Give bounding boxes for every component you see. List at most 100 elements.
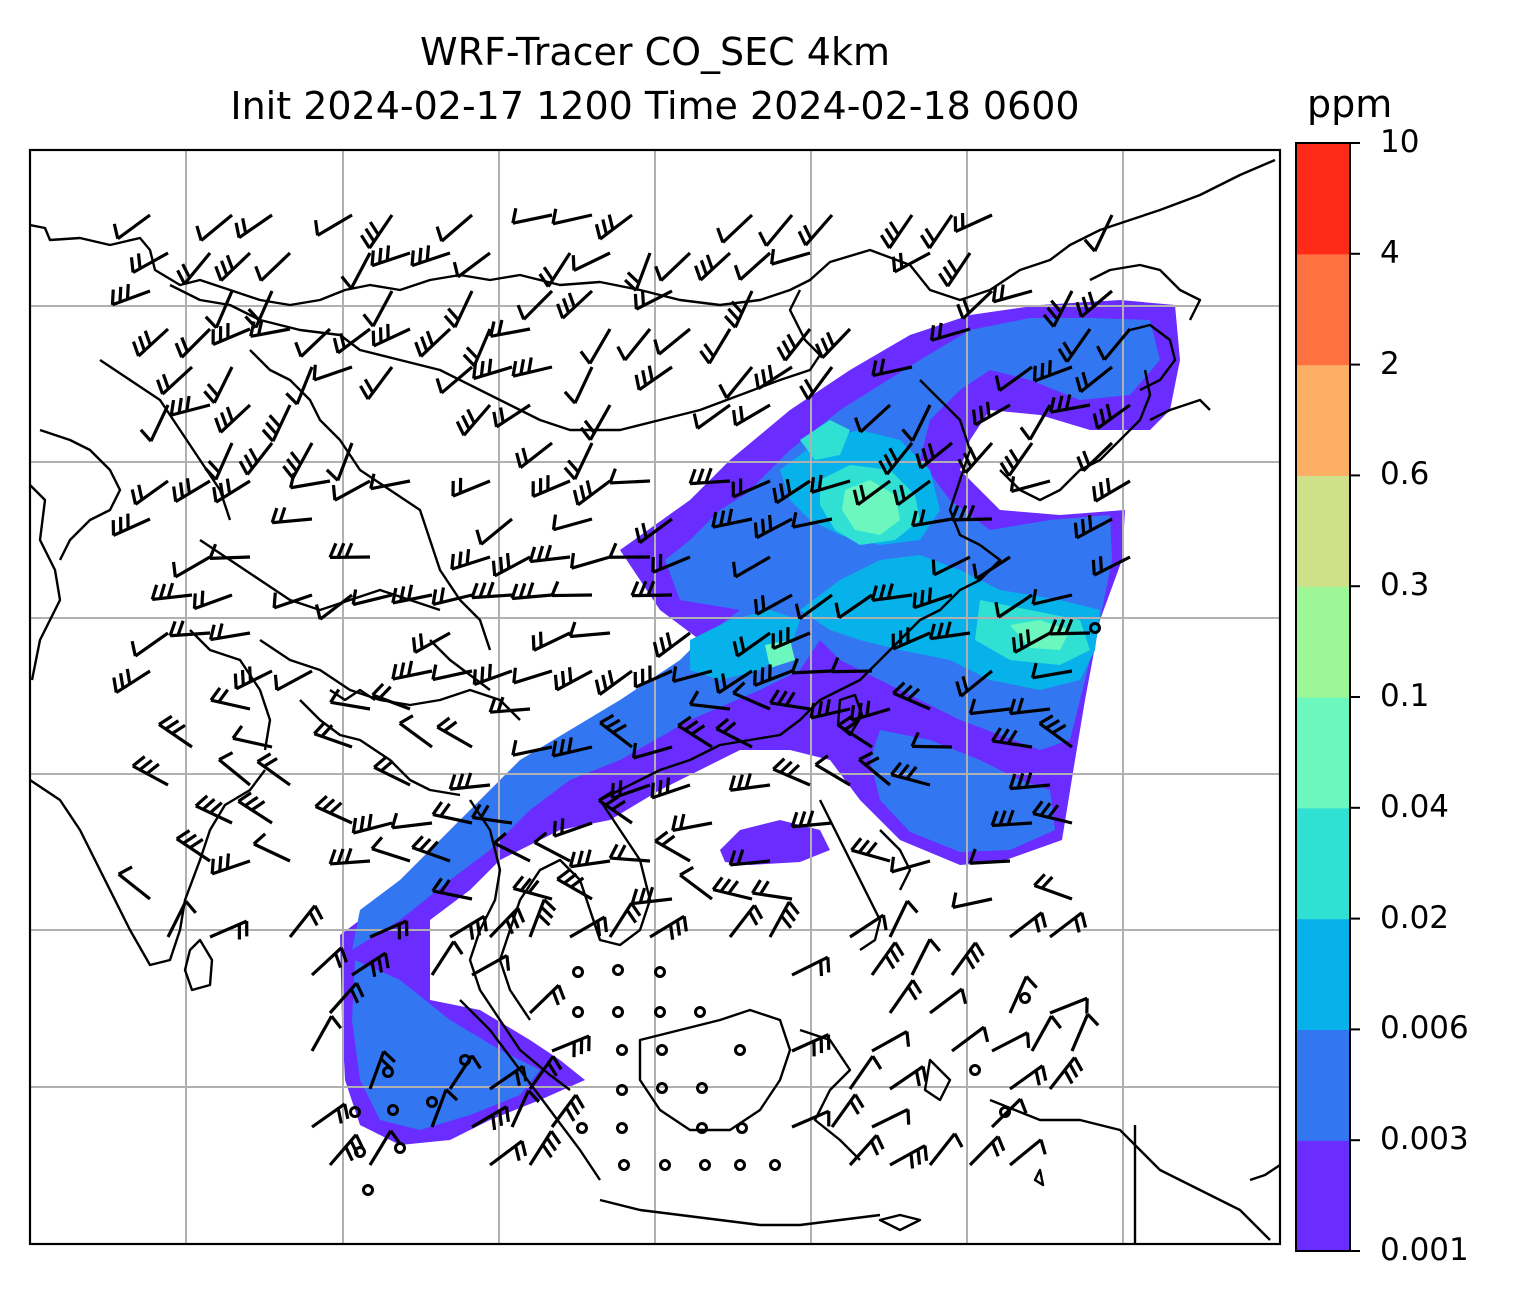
wind-barb bbox=[1033, 873, 1073, 901]
wind-barb bbox=[608, 542, 651, 559]
wind-barb bbox=[853, 403, 892, 434]
wind-barb bbox=[848, 1134, 885, 1167]
wind-barb bbox=[391, 660, 433, 681]
wind-barb bbox=[218, 751, 252, 787]
wind-barb bbox=[790, 658, 833, 675]
wind-barb bbox=[633, 665, 673, 689]
wind-barb bbox=[450, 548, 491, 571]
coastline-segment bbox=[879, 829, 912, 891]
wind-barb bbox=[610, 780, 651, 800]
wind-barb bbox=[289, 472, 331, 490]
wind-barb bbox=[176, 251, 212, 285]
wind-barb bbox=[723, 290, 754, 329]
coastline-segment bbox=[30, 158, 1276, 307]
wind-barb bbox=[634, 517, 673, 544]
figure-subtitle: Init 2024-02-17 1200 Time 2024-02-18 060… bbox=[230, 84, 1080, 128]
calm-marker bbox=[1019, 992, 1031, 1004]
colorbar-swatch bbox=[1296, 697, 1350, 809]
wind-barb bbox=[692, 403, 731, 430]
calm-marker bbox=[736, 1122, 748, 1134]
wind-barb bbox=[288, 904, 324, 938]
wind-barb bbox=[968, 698, 1011, 716]
wind-barb bbox=[1092, 403, 1131, 430]
wind-barb bbox=[653, 327, 692, 356]
wind-barb bbox=[314, 795, 353, 825]
calm-marker bbox=[387, 1104, 399, 1116]
wind-barb bbox=[732, 631, 771, 658]
wind-barb bbox=[563, 366, 594, 405]
wind-barb bbox=[563, 442, 594, 481]
wind-barb bbox=[214, 403, 252, 434]
wind-barb bbox=[753, 593, 793, 616]
wind-barb bbox=[791, 1109, 831, 1129]
wind-barb bbox=[731, 403, 771, 427]
wind-barb bbox=[1008, 697, 1051, 716]
wind-barb bbox=[550, 580, 593, 598]
wind-barb bbox=[571, 251, 611, 272]
wind-barb bbox=[488, 696, 531, 714]
wind-barb bbox=[551, 1034, 591, 1058]
wind-barb bbox=[398, 714, 433, 749]
wind-barb bbox=[452, 251, 491, 279]
colorbar-tick-label: 10 bbox=[1380, 124, 1420, 160]
wind-barb bbox=[814, 327, 852, 360]
wind-barb bbox=[1076, 441, 1114, 472]
wind-barb bbox=[753, 664, 793, 687]
wind-barb bbox=[598, 790, 633, 825]
wind-barb bbox=[848, 1055, 883, 1090]
wind-barb bbox=[892, 479, 931, 507]
wind-barb bbox=[950, 941, 985, 976]
wind-barb bbox=[929, 987, 968, 1015]
wind-barb bbox=[359, 214, 394, 250]
colorbar-tick-label: 0.02 bbox=[1380, 899, 1450, 936]
calm-marker bbox=[612, 1006, 624, 1018]
wind-barb bbox=[1096, 327, 1132, 361]
coastline-segment bbox=[1089, 263, 1202, 321]
calm-marker bbox=[576, 1122, 588, 1134]
wind-barb bbox=[203, 366, 234, 404]
wind-barb bbox=[990, 1097, 1028, 1129]
wind-barb bbox=[671, 666, 713, 683]
wind-barb bbox=[208, 543, 251, 560]
wind-barb bbox=[112, 213, 151, 240]
wind-barb bbox=[391, 584, 433, 605]
wind-barb bbox=[990, 809, 1033, 828]
wind-barb bbox=[991, 1031, 1031, 1053]
wind-barb bbox=[771, 627, 811, 650]
wind-barb bbox=[533, 831, 571, 863]
wind-barb bbox=[204, 290, 234, 329]
wind-barb bbox=[492, 403, 531, 429]
wind-barb bbox=[654, 251, 692, 282]
wind-barb bbox=[231, 725, 273, 749]
wind-barb bbox=[910, 731, 953, 749]
calm-marker bbox=[696, 1082, 708, 1094]
colorbar bbox=[1295, 142, 1360, 1252]
wind-barb bbox=[552, 818, 593, 838]
wind-barb bbox=[1030, 1015, 1063, 1052]
wind-barb bbox=[1042, 290, 1074, 328]
wind-barb bbox=[325, 442, 354, 482]
wind-barb bbox=[891, 627, 931, 651]
coastline-segment bbox=[818, 799, 882, 951]
wind-barb bbox=[888, 899, 919, 938]
coastline-segment bbox=[459, 999, 601, 1181]
wind-barb bbox=[1083, 214, 1114, 253]
wind-barb bbox=[768, 900, 800, 938]
wind-barb bbox=[871, 358, 913, 378]
wind-barb bbox=[594, 669, 633, 696]
wind-barb bbox=[470, 581, 513, 600]
wind-barb bbox=[849, 913, 888, 939]
wind-barb bbox=[328, 847, 371, 866]
wind-barb bbox=[351, 589, 393, 607]
wind-barb bbox=[599, 713, 633, 749]
wind-barb bbox=[649, 914, 688, 940]
wind-barb bbox=[797, 213, 834, 247]
wind-barb bbox=[430, 1088, 459, 1128]
wind-barb bbox=[715, 717, 753, 749]
wind-barb bbox=[411, 835, 451, 863]
wind-barb bbox=[328, 542, 371, 560]
calm-marker bbox=[1089, 622, 1101, 634]
wind-barb bbox=[951, 1025, 990, 1053]
wind-barb bbox=[553, 667, 593, 692]
calm-marker bbox=[572, 1006, 584, 1018]
